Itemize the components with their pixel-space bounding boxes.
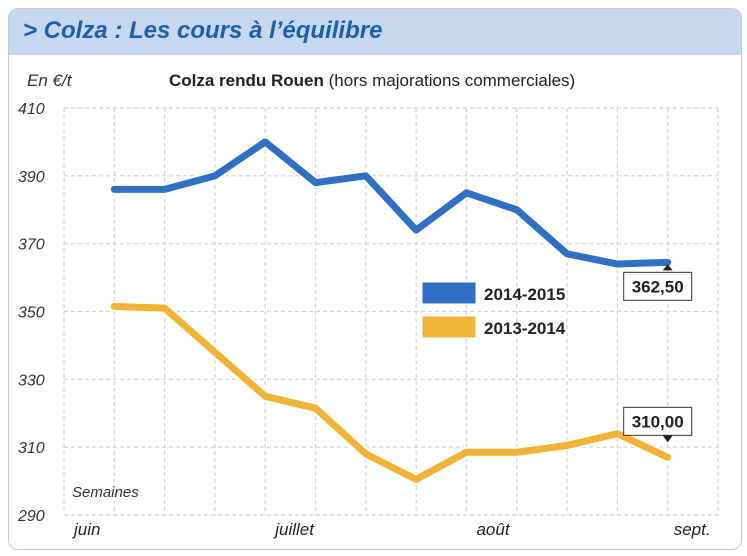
x-caption: Semaines bbox=[72, 484, 139, 501]
legend-label: 2014-2015 bbox=[484, 285, 565, 304]
callout-value: 310,00 bbox=[632, 412, 684, 431]
subtitle-note: (hors majorations commerciales) bbox=[328, 71, 576, 90]
callout-value: 362,50 bbox=[632, 277, 684, 296]
callout-pointer bbox=[662, 264, 673, 271]
legend-label: 2013-2014 bbox=[484, 319, 566, 338]
legend: 2014-2015 2013-2014 bbox=[421, 281, 566, 339]
series-line-2013-2014 bbox=[110, 302, 672, 483]
y-tick-label: 410 bbox=[18, 101, 45, 118]
title-banner: > Colza : Les cours à l’équilibre bbox=[9, 9, 741, 55]
callout-box bbox=[623, 406, 693, 436]
callout-pointer bbox=[662, 435, 673, 443]
y-axis-ticks: 410 390 370 350 330 310 290 bbox=[17, 101, 45, 525]
unit-label: En €/t bbox=[27, 71, 72, 90]
series-lines bbox=[108, 136, 674, 485]
x-axis-ticks: juin juillet août sept. bbox=[72, 520, 711, 539]
y-tick-label: 350 bbox=[18, 305, 45, 322]
legend-swatch bbox=[421, 315, 477, 339]
callouts: 362,50 310,00 bbox=[623, 264, 693, 443]
x-tick-label: août bbox=[476, 520, 510, 539]
x-tick-label: juillet bbox=[273, 520, 315, 539]
y-tick-label: 390 bbox=[18, 169, 45, 186]
legend-swatch bbox=[421, 281, 477, 305]
y-tick-label: 330 bbox=[18, 372, 45, 389]
y-tick-label: 310 bbox=[18, 440, 45, 457]
subtitle-main: Colza rendu Rouen bbox=[169, 71, 324, 90]
y-tick-label: 370 bbox=[18, 237, 45, 254]
x-tick-label: juin bbox=[72, 520, 100, 539]
x-tick-label: sept. bbox=[674, 520, 711, 539]
series-line-2014-2015 bbox=[110, 138, 672, 268]
callout-box bbox=[623, 271, 693, 301]
chart-subtitle: Colza rendu Rouen (hors majorations comm… bbox=[169, 71, 575, 91]
page-title: > Colza : Les cours à l’équilibre bbox=[23, 17, 383, 44]
y-tick-label: 290 bbox=[17, 508, 45, 525]
